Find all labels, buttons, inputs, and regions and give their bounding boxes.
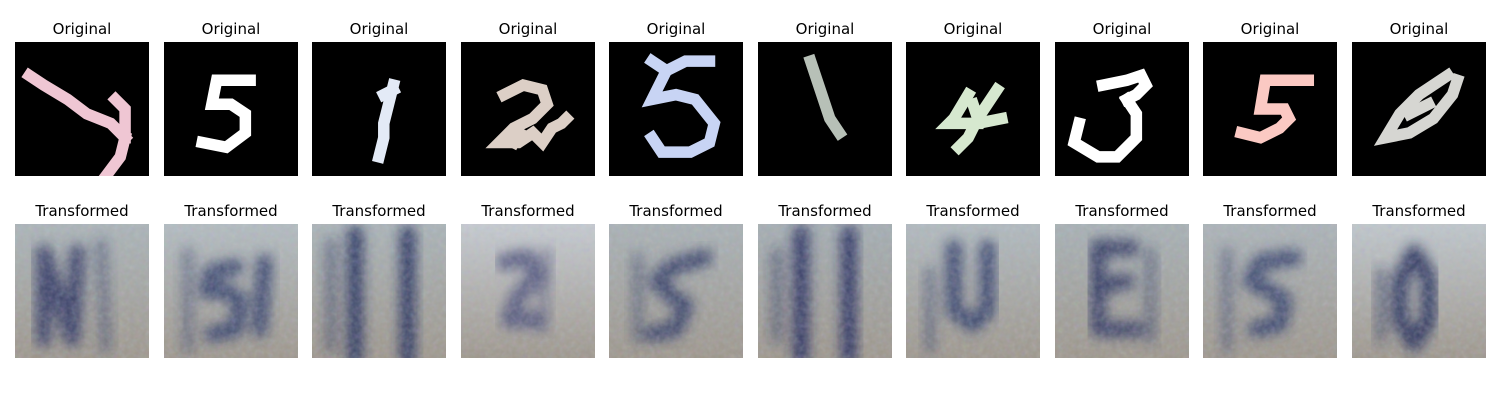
panel-title: Original — [201, 20, 261, 38]
transformed-digit-image — [906, 224, 1040, 358]
digit-graphic — [1352, 42, 1486, 176]
transformed-digit-image — [1352, 224, 1486, 358]
panel-title: Transformed — [35, 202, 129, 220]
transformed-digit-image — [609, 224, 743, 358]
digit-stroke — [1373, 67, 1465, 146]
digit-graphic — [461, 224, 595, 358]
noise-overlay — [15, 224, 149, 358]
noise-overlay — [1055, 224, 1189, 358]
digit-graphic — [1352, 224, 1486, 358]
digit-graphic — [1203, 42, 1337, 176]
digit-graphic — [906, 42, 1040, 176]
digit-graphic — [906, 224, 1040, 358]
noise-overlay — [758, 224, 892, 358]
digit-graphic — [15, 42, 149, 176]
noise-overlay — [906, 224, 1040, 358]
panel-title: Transformed — [1223, 202, 1317, 220]
panel-title: Transformed — [332, 202, 426, 220]
digit-stroke — [98, 130, 133, 176]
panel-title: Original — [646, 20, 706, 38]
digit-graphic — [609, 42, 743, 176]
noise-overlay — [461, 224, 595, 358]
transformed-digit-image — [312, 224, 446, 358]
panel-title: Transformed — [184, 202, 278, 220]
noise-overlay — [164, 224, 298, 358]
digit-graphic — [758, 42, 892, 176]
panel-title: Original — [349, 20, 409, 38]
digit-stroke — [1067, 91, 1143, 163]
digit-stroke — [969, 81, 1005, 127]
digit-graphic — [15, 224, 149, 358]
digit-graphic — [164, 224, 298, 358]
panel-title: Original — [52, 20, 112, 38]
digit-stroke — [935, 86, 984, 130]
digit-graphic — [312, 224, 446, 358]
transformed-digit-image — [1055, 224, 1189, 358]
digit-graphic — [609, 224, 743, 358]
noise-overlay — [1203, 224, 1337, 358]
digit-stroke — [107, 91, 131, 144]
original-digit-image — [1203, 42, 1337, 176]
digit-stroke — [21, 67, 134, 146]
panel-title: Transformed — [481, 202, 575, 220]
digit-graphic — [164, 42, 298, 176]
digit-stroke — [1234, 74, 1315, 144]
panel-title: Original — [1092, 20, 1152, 38]
transformed-digit-image — [461, 224, 595, 358]
panel-title: Transformed — [926, 202, 1020, 220]
original-digit-image — [312, 42, 446, 176]
digit-stroke — [485, 78, 575, 152]
digit-stroke — [1401, 96, 1437, 122]
digit-stroke — [803, 53, 848, 141]
noise-overlay — [609, 224, 743, 358]
digit-graphic — [312, 42, 446, 176]
transformed-digit-image — [15, 224, 149, 358]
noise-overlay — [312, 224, 446, 358]
original-digit-image — [1352, 42, 1486, 176]
digit-graphic — [461, 42, 595, 176]
noise-overlay — [1352, 224, 1486, 358]
panel-title: Original — [795, 20, 855, 38]
transformed-digit-image — [758, 224, 892, 358]
digit-stroke — [1096, 68, 1153, 108]
digit-stroke — [641, 63, 721, 158]
original-digit-image — [461, 42, 595, 176]
original-digit-image — [906, 42, 1040, 176]
original-digit-image — [1055, 42, 1189, 176]
transformed-digit-image — [1203, 224, 1337, 358]
original-digit-image — [15, 42, 149, 176]
digit-graphic — [1055, 42, 1189, 176]
digit-stroke — [195, 74, 256, 154]
panel-title: Transformed — [1372, 202, 1466, 220]
digit-stroke — [950, 96, 984, 156]
digit-graphic — [1055, 224, 1189, 358]
panel-title: Transformed — [629, 202, 723, 220]
digit-graphic — [758, 224, 892, 358]
digit-graphic — [1203, 224, 1337, 358]
transformed-digit-image — [164, 224, 298, 358]
digit-stroke — [644, 53, 716, 78]
panel-title: Original — [498, 20, 558, 38]
original-digit-image — [758, 42, 892, 176]
image-background — [461, 42, 595, 176]
panel-title: Original — [943, 20, 1003, 38]
original-digit-image — [609, 42, 743, 176]
original-digit-image — [164, 42, 298, 176]
digit-stroke — [505, 125, 527, 151]
panel-title: Transformed — [1075, 202, 1169, 220]
panel-title: Transformed — [778, 202, 872, 220]
panel-title: Original — [1240, 20, 1300, 38]
digit-stroke — [376, 82, 402, 103]
panel-title: Original — [1389, 20, 1449, 38]
